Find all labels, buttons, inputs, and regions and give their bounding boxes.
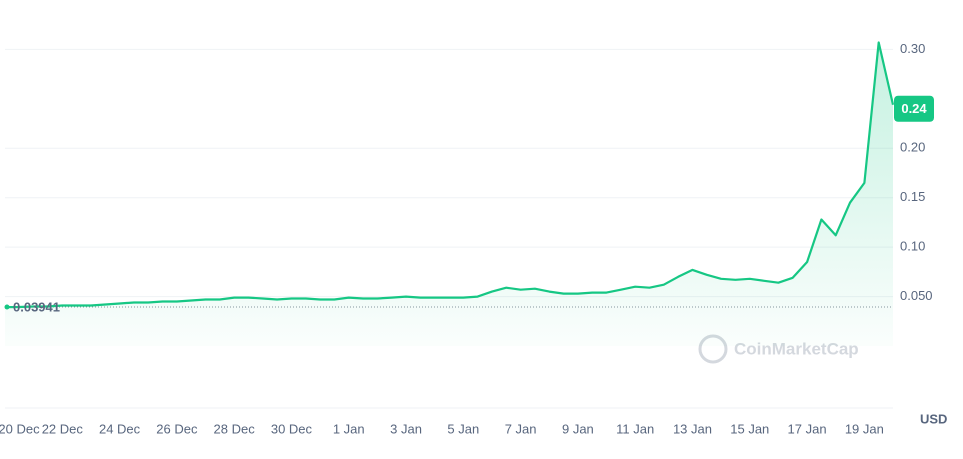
reference-label: 0.03941 [13, 299, 60, 314]
y-tick-label: 0.30 [900, 41, 925, 56]
y-tick-label: 0.050 [900, 288, 933, 303]
x-tick-label: 22 Dec [42, 421, 84, 436]
price-line [4, 41, 895, 309]
x-tick-label: 17 Jan [788, 421, 827, 436]
y-tick-label: 0.15 [900, 189, 925, 204]
price-badge-text: 0.24 [901, 101, 927, 116]
x-tick-label: 24 Dec [99, 421, 141, 436]
x-tick-label: 9 Jan [562, 421, 594, 436]
price-badge [894, 95, 934, 122]
x-tick-label: 15 Jan [730, 421, 769, 436]
x-tick-label: 7 Jan [505, 421, 537, 436]
x-tick-label: 11 Jan [616, 421, 654, 436]
reference-dot [4, 304, 10, 310]
x-tick-label: 19 Jan [845, 421, 884, 436]
y-tick-label: 0.20 [900, 140, 925, 155]
x-tick-label: 20 Dec [0, 421, 40, 436]
x-tick-label: 30 Dec [271, 421, 313, 436]
y-tick-label: 0.10 [900, 239, 925, 254]
x-tick-label: 28 Dec [214, 421, 256, 436]
x-tick-label: 1 Jan [333, 421, 365, 436]
x-tick-label: 26 Dec [156, 421, 198, 436]
currency-label: USD [920, 411, 947, 426]
area [5, 42, 893, 346]
x-tick-label: 3 Jan [390, 421, 422, 436]
x-tick-label: 13 Jan [673, 421, 712, 436]
x-tick-label: 5 Jan [447, 421, 479, 436]
